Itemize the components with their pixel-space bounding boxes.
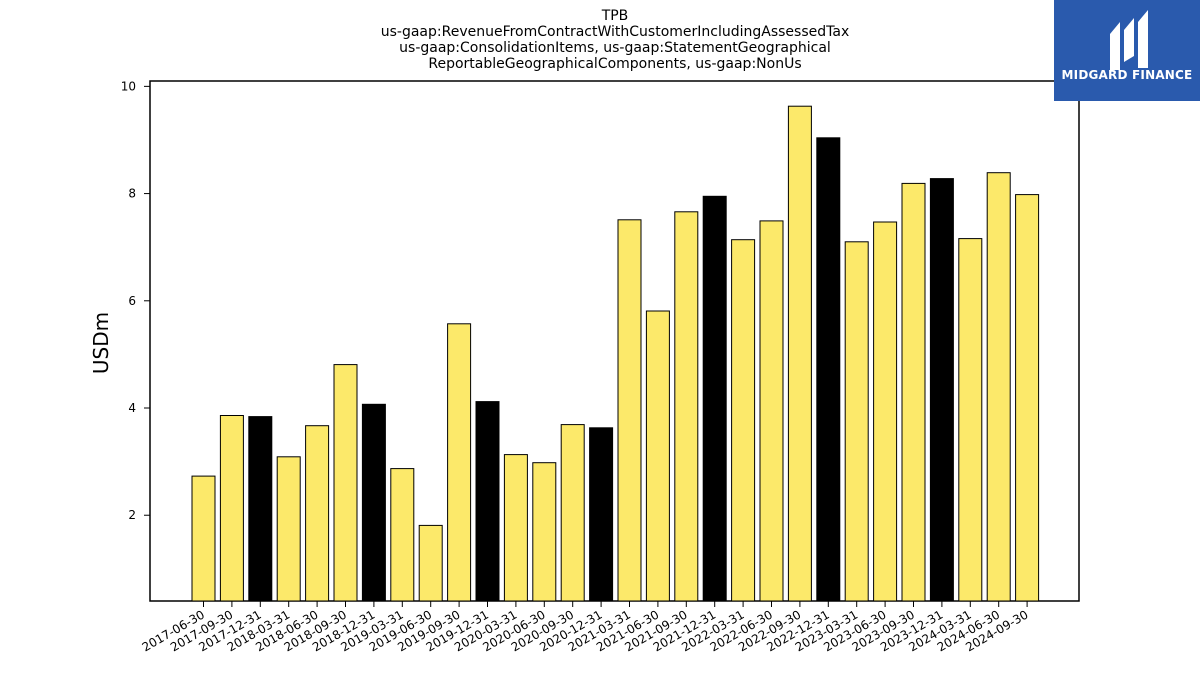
bar-2024-09-30 (1015, 194, 1040, 602)
bar-2020-12-31 (589, 427, 614, 602)
bar-2018-09-30 (333, 364, 358, 602)
bar-2022-12-31 (816, 137, 841, 602)
bar-2019-09-30 (447, 323, 472, 602)
bar-2019-12-31 (475, 401, 500, 602)
bar-2023-03-31 (844, 241, 869, 602)
title-line-1: TPB (601, 8, 629, 24)
bar-2018-06-30 (305, 425, 330, 602)
bar-2017-12-31 (248, 416, 273, 602)
bar-2019-03-31 (390, 468, 415, 602)
bar-2024-06-30 (986, 172, 1011, 602)
bar-2020-06-30 (532, 462, 557, 602)
title-line-2: us-gaap:RevenueFromContractWithCustomerI… (380, 24, 850, 40)
bar-2023-12-31 (929, 178, 954, 602)
x-axis: 2017-06-302017-09-302017-12-312018-03-31… (140, 601, 1031, 654)
bar-2021-09-30 (674, 211, 699, 602)
bars (191, 105, 1040, 602)
bar-2018-12-31 (361, 403, 386, 602)
bar-2021-06-30 (645, 310, 670, 602)
bar-2024-03-31 (958, 238, 983, 602)
bar-2017-06-30 (191, 475, 216, 602)
bar-2021-12-31 (702, 195, 727, 602)
y-tick-label: 2 (128, 508, 136, 522)
brand-logo: MIDGARD FINANCE (1054, 0, 1200, 101)
logo-mark-icon (1110, 10, 1148, 70)
bar-2022-09-30 (787, 105, 812, 602)
logo-text: MIDGARD FINANCE (1061, 68, 1193, 82)
bar-2019-06-30 (418, 524, 443, 602)
bar-2022-06-30 (759, 220, 784, 602)
bar-2018-03-31 (276, 456, 301, 602)
bar-2022-03-31 (731, 239, 756, 602)
y-tick-label: 4 (128, 401, 136, 415)
y-axis-label: USDm (89, 311, 113, 375)
bar-2017-09-30 (219, 415, 244, 602)
y-axis: 2 4 6 8 10 (121, 79, 150, 522)
bar-2023-06-30 (873, 221, 898, 602)
title-line-4: ReportableGeographicalComponents, us-gaa… (428, 56, 802, 72)
bar-2023-09-30 (901, 182, 926, 602)
y-tick-label: 8 (128, 187, 136, 201)
title-line-3: us-gaap:ConsolidationItems, us-gaap:Stat… (399, 40, 831, 56)
y-tick-label: 6 (128, 294, 136, 308)
plot-area (149, 80, 1080, 602)
bar-2020-03-31 (503, 454, 528, 602)
bar-2021-03-31 (617, 219, 642, 602)
bar-2020-09-30 (560, 424, 585, 602)
y-tick-label: 10 (121, 79, 136, 93)
